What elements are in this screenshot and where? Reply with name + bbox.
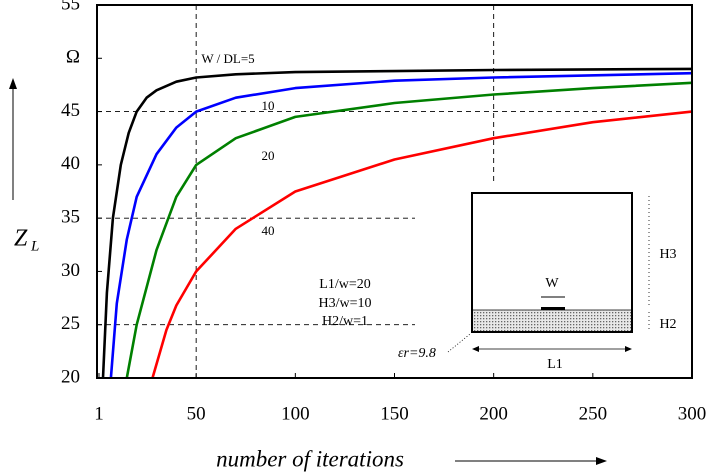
series-label: W / DL=5	[201, 51, 254, 66]
series-label: 20	[262, 148, 275, 163]
inset-w: W	[545, 276, 559, 291]
annotation: H3/w=10	[318, 296, 371, 311]
annotation: L1/w=20	[319, 277, 370, 292]
series-label: 10	[262, 98, 275, 113]
y-tick-label: 35	[61, 207, 80, 228]
x-arrow-head	[596, 457, 607, 465]
inset-diagram: W H3 H2 L1 εr=9.8	[398, 192, 677, 372]
annotation: H2/w=1	[322, 314, 368, 329]
inset-h2: H2	[659, 317, 676, 332]
series-line	[109, 71, 693, 379]
x-axis-label: number of iterations	[216, 446, 404, 471]
series-line	[101, 67, 693, 379]
x-tick-label: 1	[94, 403, 104, 424]
x-tick-label: 300	[678, 403, 707, 424]
y-arrow-head	[9, 78, 17, 89]
y-tick-label: 25	[61, 313, 80, 334]
x-tick-label: 200	[479, 403, 508, 424]
inset-h3: H3	[659, 247, 676, 262]
y-tick-label: 20	[61, 366, 80, 387]
inset-eps: εr=9.8	[398, 346, 436, 361]
eps-pointer	[447, 333, 471, 353]
substrate	[472, 310, 632, 332]
series-line	[151, 110, 693, 379]
y-tick-label: 40	[61, 153, 80, 174]
series-line	[125, 81, 693, 379]
x-tick-label: 150	[380, 403, 409, 424]
series-label: 40	[262, 223, 275, 238]
inset-l1: L1	[547, 357, 563, 372]
plot-area	[97, 4, 693, 379]
x-tick-label: 100	[281, 403, 310, 424]
x-tick-label: 250	[579, 403, 608, 424]
y-tick-label: 45	[61, 100, 80, 121]
y-tick-label: 30	[61, 260, 80, 281]
x-tick-label: 50	[187, 403, 206, 424]
y-tick-label: Ω	[66, 47, 80, 68]
plot-frame	[96, 4, 693, 379]
y-tick-label: 55	[61, 0, 80, 14]
y-axis-label: Z	[14, 226, 28, 252]
enclosure	[471, 192, 633, 333]
y-axis-label-sub: L	[30, 238, 39, 254]
strip	[541, 307, 565, 310]
